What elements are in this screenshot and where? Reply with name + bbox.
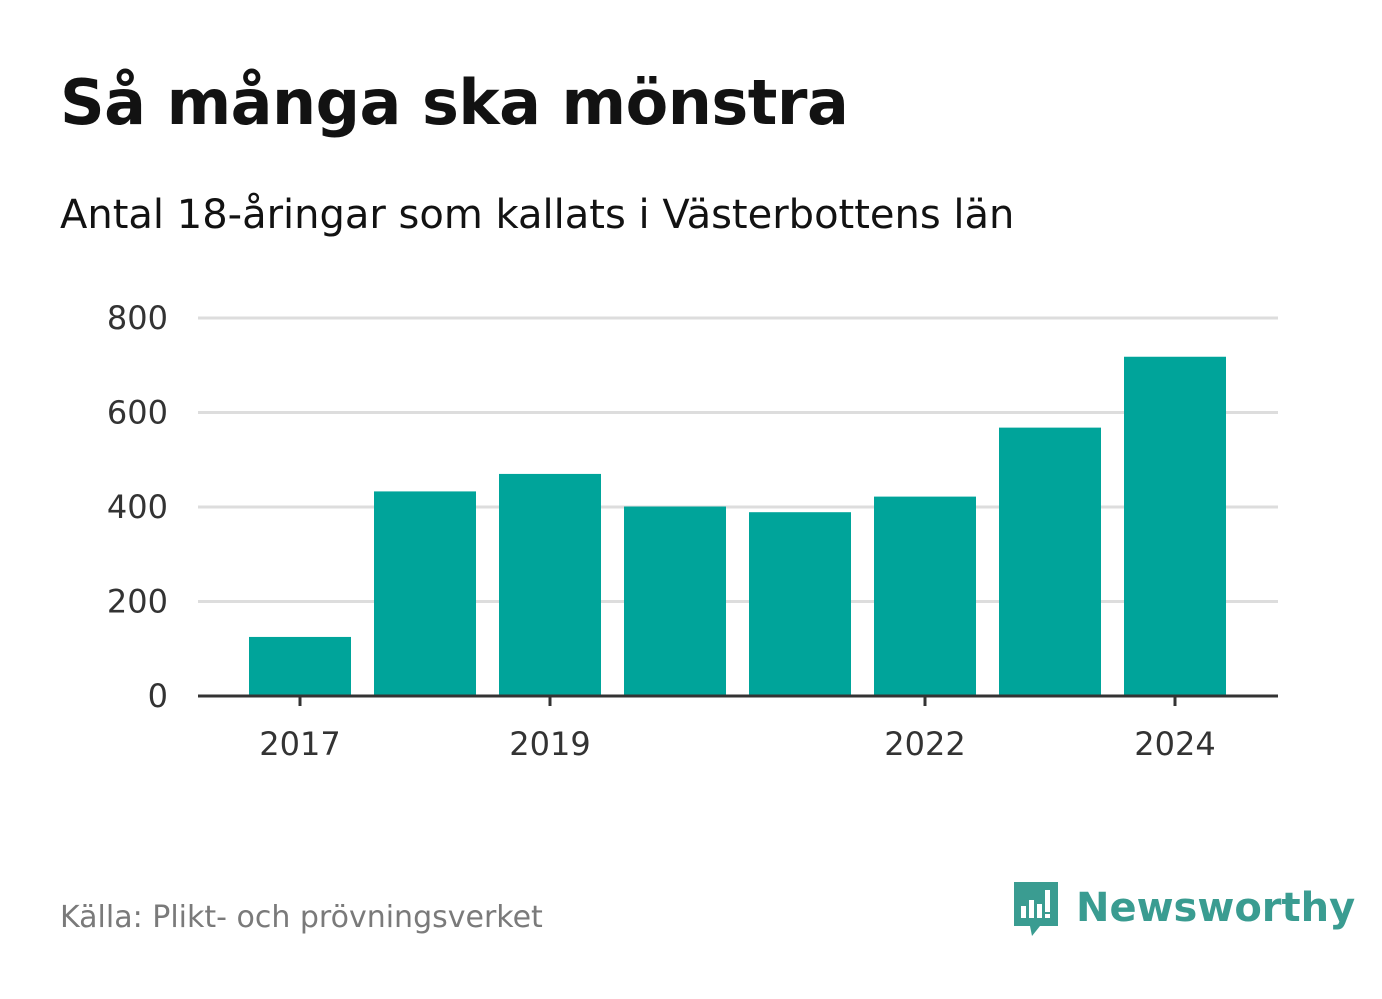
- bar-2021: [749, 512, 851, 696]
- brand-name: Newsworthy: [1076, 885, 1356, 931]
- y-tick-label: 600: [107, 394, 168, 432]
- chart-subtitle: Antal 18-åringar som kallats i Västerbot…: [60, 192, 1015, 238]
- bar-2017: [249, 636, 351, 696]
- chart-title: Så många ska mönstra: [60, 66, 849, 139]
- y-tick-label: 0: [148, 677, 168, 715]
- bar-2018: [374, 491, 476, 696]
- bar-2019: [499, 473, 601, 696]
- newsworthy-logo-icon: [1014, 882, 1058, 936]
- brand-logo: Newsworthy: [1010, 878, 1355, 938]
- bar-2023: [999, 427, 1101, 696]
- y-tick-label: 800: [107, 299, 168, 337]
- x-tick-label: 2019: [509, 725, 590, 763]
- bar-2022: [874, 496, 976, 696]
- bar-2020: [624, 506, 726, 696]
- x-tick-label: 2022: [884, 725, 965, 763]
- x-tick-label: 2024: [1134, 725, 1215, 763]
- bar-2024: [1124, 356, 1226, 696]
- x-tick-label: 2017: [259, 725, 340, 763]
- source-note: Källa: Plikt- och prövningsverket: [60, 900, 543, 935]
- y-tick-label: 200: [107, 583, 168, 621]
- y-tick-label: 400: [107, 488, 168, 526]
